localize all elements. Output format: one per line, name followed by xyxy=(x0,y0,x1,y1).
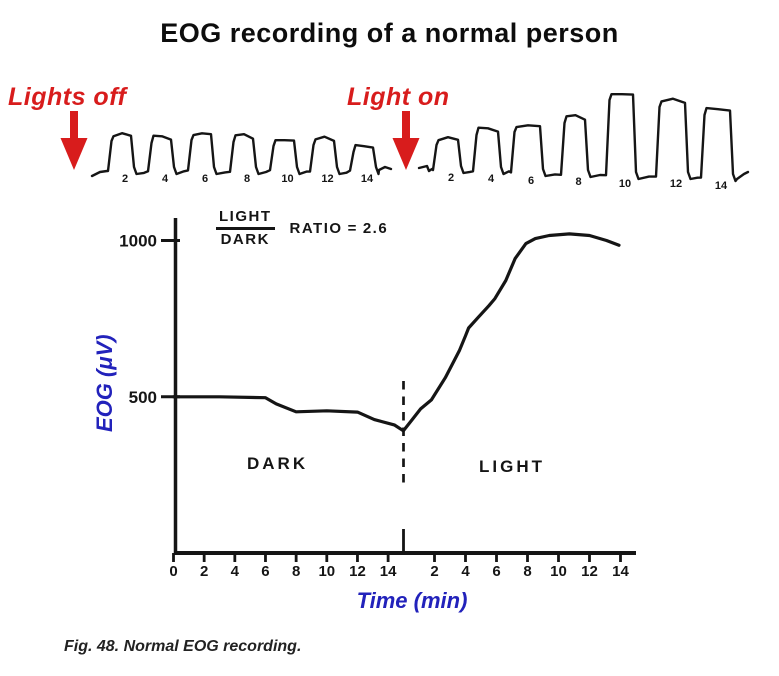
x-tick-label: 6 xyxy=(261,563,269,580)
saccade-trace-dark xyxy=(90,132,393,178)
dark-region-label: DARK xyxy=(247,454,309,473)
figure-title: EOG recording of a normal person xyxy=(160,18,619,48)
ratio-denominator: DARK xyxy=(220,231,270,248)
saccade-trace-dark-number: 2 xyxy=(122,173,128,185)
saccade-trace-light-number: 4 xyxy=(488,173,495,185)
saccade-trace-light-number: 8 xyxy=(575,176,581,188)
ratio-equals: = xyxy=(347,219,358,237)
x-tick-label: 12 xyxy=(349,563,366,580)
x-axis-title: Time (min) xyxy=(356,588,468,613)
saccade-trace-light-number: 6 xyxy=(528,175,534,187)
saccade-trace-light-number: 14 xyxy=(715,180,728,192)
x-tick-label: 10 xyxy=(318,563,335,580)
saccade-trace-dark-number: 14 xyxy=(361,173,374,185)
x-tick-label: 0 xyxy=(169,563,177,580)
saccade-trace-dark-number: 10 xyxy=(281,173,293,185)
light-on-arrow-icon xyxy=(392,111,420,170)
light-dark-fraction: LIGHT DARK xyxy=(216,208,275,248)
lights-off-arrow-icon xyxy=(60,111,88,170)
light-on-label: Light on xyxy=(347,83,450,111)
x-tick-label: 10 xyxy=(550,563,567,580)
x-tick-label: 8 xyxy=(523,563,531,580)
lights-off-label: Lights off xyxy=(8,83,127,111)
light-dark-ratio-annotation: LIGHT DARK RATIO = 2.6 xyxy=(216,208,388,248)
y-tick-label: 500 xyxy=(129,388,157,407)
saccade-trace-light-number: 2 xyxy=(448,172,454,184)
y-axis-title: EOG (μV) xyxy=(92,334,117,432)
x-tick-label: 2 xyxy=(430,563,438,580)
light-region-label: LIGHT xyxy=(479,457,545,476)
saccade-trace-dark-number: 6 xyxy=(202,173,208,185)
ratio-statement: RATIO = 2.6 xyxy=(290,220,389,237)
x-tick-label: 4 xyxy=(231,563,240,580)
eog-curve xyxy=(171,232,621,433)
ratio-numerator: LIGHT xyxy=(216,208,275,230)
saccade-trace-light-number: 12 xyxy=(670,178,682,190)
x-tick-label: 2 xyxy=(200,563,208,580)
saccade-trace-light-number: 10 xyxy=(619,178,631,190)
saccade-trace-dark-number: 8 xyxy=(244,173,250,185)
y-tick-label: 1000 xyxy=(119,232,157,251)
x-tick-label: 14 xyxy=(380,563,397,580)
x-tick-label: 6 xyxy=(492,563,500,580)
x-tick-label: 8 xyxy=(292,563,300,580)
ratio-value: 2.6 xyxy=(362,219,389,237)
saccade-trace-light xyxy=(417,93,750,183)
saccade-trace-dark-number: 12 xyxy=(321,173,333,185)
x-tick-label: 4 xyxy=(461,563,470,580)
x-tick-label: 14 xyxy=(612,563,629,580)
x-tick-label: 12 xyxy=(581,563,598,580)
figure-caption: Fig. 48. Normal EOG recording. xyxy=(64,638,302,655)
ratio-label: RATIO xyxy=(289,219,343,237)
saccade-trace-dark-number: 4 xyxy=(162,173,169,185)
